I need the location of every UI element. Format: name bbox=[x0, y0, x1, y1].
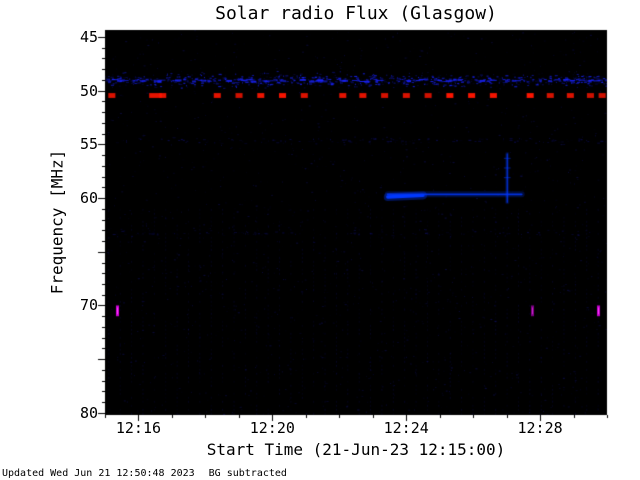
chart-title: Solar radio Flux (Glasgow) bbox=[215, 3, 497, 24]
y-tick-label: 50 bbox=[79, 81, 98, 100]
y-tick-label: 60 bbox=[79, 189, 98, 208]
y-tick-labels: 45 50 55 60 70 80 bbox=[52, 0, 98, 480]
x-tick-label: 12:16 bbox=[115, 419, 162, 437]
y-tick-label: 55 bbox=[79, 135, 98, 154]
x-tick-label: 12:24 bbox=[383, 419, 429, 437]
x-tick-label: 12:28 bbox=[517, 419, 563, 437]
updated-timestamp: Updated Wed Jun 21 12:50:48 2023 bbox=[2, 468, 195, 479]
x-tick-label: 12:20 bbox=[249, 419, 295, 437]
y-tick-label: 80 bbox=[79, 403, 98, 422]
y-tick-label: 70 bbox=[79, 296, 98, 315]
bg-subtracted-label: BG subtracted bbox=[208, 468, 287, 479]
footer: Updated Wed Jun 21 12:50:48 2023 BG subtr… bbox=[2, 468, 287, 479]
x-axis-label: Start Time (21-Jun-23 12:15:00) bbox=[206, 440, 506, 459]
y-tick-label: 45 bbox=[79, 27, 98, 46]
